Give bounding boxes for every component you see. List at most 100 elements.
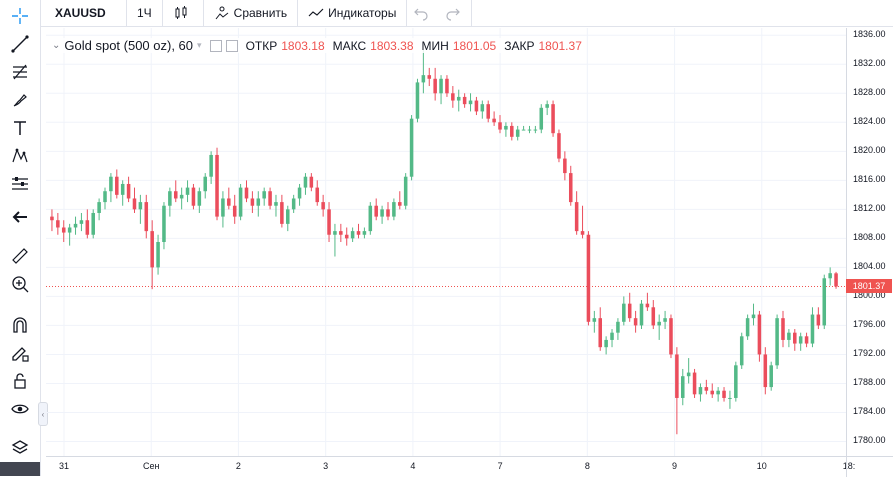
eye-icon[interactable]	[8, 397, 32, 421]
candle-body	[138, 202, 143, 210]
price-tick-label: 1824.00	[853, 116, 886, 127]
candle-body	[604, 339, 608, 348]
candle-body	[173, 191, 178, 199]
back-arrow-icon[interactable]	[8, 205, 32, 229]
interval-button[interactable]: 1Ч	[127, 0, 163, 26]
candle-body	[586, 234, 591, 322]
price-tick-label: 1836.00	[853, 29, 886, 40]
candle-body	[274, 202, 278, 206]
price-tick-label: 1812.00	[853, 203, 886, 214]
low-value: 1801.05	[452, 38, 497, 53]
candle-body	[515, 129, 520, 137]
time-tick-label: 9	[672, 461, 678, 471]
compare-button[interactable]: Сравнить	[204, 0, 299, 26]
candle-body	[580, 231, 585, 235]
high-label: МАКС	[332, 38, 367, 53]
candle-body	[686, 372, 691, 377]
candle-body	[551, 104, 555, 134]
settings-box-icon[interactable]	[209, 39, 222, 52]
layers-icon[interactable]	[8, 436, 32, 460]
candle-body	[73, 223, 78, 228]
candle-body	[380, 209, 384, 217]
candle-body	[268, 191, 272, 206]
undo-button[interactable]	[407, 0, 439, 26]
magnet-icon[interactable]	[8, 313, 32, 337]
text-icon[interactable]	[8, 116, 32, 140]
brush-icon[interactable]	[8, 88, 32, 112]
candle-body	[168, 191, 172, 206]
time-tick-label: 31	[58, 461, 70, 471]
indicators-label: Индикаторы	[328, 6, 397, 20]
candle-body	[710, 390, 715, 395]
candle-body	[415, 82, 420, 119]
price-tick-label: 1796.00	[853, 319, 886, 330]
zoom-icon[interactable]	[8, 272, 32, 296]
candle-body	[50, 216, 54, 221]
candle-body	[91, 212, 95, 235]
time-tick-label: 3	[323, 461, 329, 471]
price-scale[interactable]: 1836.00 1832.00 1828.00 1824.00 1820.00 1816.…	[846, 28, 893, 456]
candle-body	[433, 78, 437, 94]
chart-style-button[interactable]	[163, 0, 204, 26]
indicators-button[interactable]: Индикаторы	[298, 0, 408, 26]
pattern-icon[interactable]	[8, 144, 32, 168]
candle-body	[209, 154, 213, 177]
candle-body	[745, 318, 750, 337]
candle-body	[79, 220, 84, 224]
candle-body	[215, 154, 219, 217]
candle-body	[439, 78, 443, 94]
price-tick-label: 1816.00	[853, 174, 886, 185]
time-tick-label: 2	[235, 461, 241, 471]
price-tick-label: 1788.00	[853, 377, 886, 388]
last-price-tag: 1801.37	[846, 279, 892, 294]
candle-body	[250, 198, 255, 206]
compare-label: Сравнить	[233, 6, 288, 20]
ruler-icon[interactable]	[8, 244, 32, 268]
crosshair-icon[interactable]	[8, 4, 32, 28]
measure-tool-icon[interactable]	[8, 172, 32, 196]
legend-dropdown-icon[interactable]: ▾	[197, 40, 202, 50]
candle-body	[616, 321, 620, 333]
candle-body	[480, 104, 485, 112]
price-tick-label: 1832.00	[853, 58, 886, 69]
hide-box-icon[interactable]	[225, 39, 238, 52]
candle-body	[456, 96, 461, 101]
candle-body	[67, 227, 72, 233]
candles-icon	[175, 6, 187, 19]
fib-icon[interactable]	[8, 60, 32, 84]
open-label: ОТКР	[245, 38, 278, 53]
price-tick-label: 1800.00	[853, 290, 886, 301]
price-tick-label: 1820.00	[853, 145, 886, 156]
candle-body	[321, 202, 325, 210]
candle-body	[533, 129, 538, 131]
price-chart[interactable]	[46, 28, 846, 456]
indicators-icon	[308, 8, 324, 17]
candle-body	[822, 278, 827, 326]
time-scale[interactable]: 31 Сен 2 3 4 7 8 9 10 18:	[46, 456, 855, 477]
candle-body	[539, 107, 544, 130]
chart-legend: ⌄ Gold spot (500 oz), 60 ▾ ОТКР 1803.18 М…	[52, 38, 582, 53]
collapse-legend-icon[interactable]: ⌄	[52, 40, 61, 51]
undo-icon	[414, 8, 428, 21]
redo-icon	[446, 8, 461, 21]
trend-line-icon[interactable]	[8, 32, 32, 56]
candle-body	[781, 318, 785, 340]
candle-body	[716, 390, 720, 395]
candle-body	[333, 231, 337, 235]
candle-body	[510, 125, 514, 137]
bottom-panel-toggle[interactable]	[0, 462, 40, 476]
lock-draw-icon[interactable]	[8, 341, 32, 365]
candle-body	[445, 78, 449, 94]
time-tick-label: 4	[410, 461, 416, 471]
candle-body	[462, 96, 467, 105]
lock-icon[interactable]	[8, 369, 32, 393]
scale-corner	[846, 456, 893, 477]
toolbar-collapse-tab[interactable]: ‹	[38, 402, 48, 426]
candle-body	[156, 242, 160, 268]
candle-body	[728, 397, 732, 399]
symbol-search[interactable]: XAUUSD	[41, 0, 127, 26]
candle-body	[392, 202, 396, 217]
price-tick-label: 1784.00	[853, 406, 886, 417]
candle-body	[315, 187, 320, 203]
redo-button[interactable]	[439, 0, 473, 26]
